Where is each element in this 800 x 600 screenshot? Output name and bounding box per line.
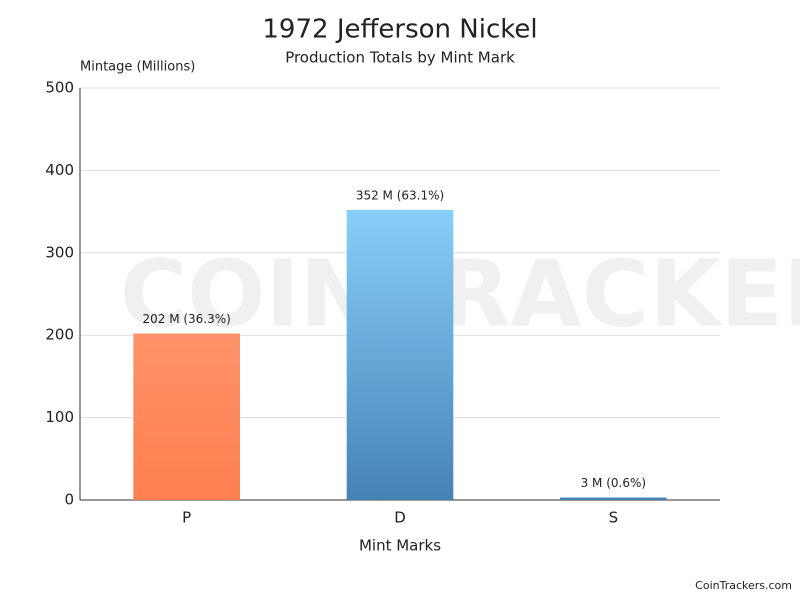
y-tick-label: 400 (45, 161, 74, 179)
value-label: 3 M (0.6%) (581, 476, 646, 490)
y-tick-label: 100 (45, 408, 74, 426)
bar (133, 333, 240, 500)
y-tick-label: 200 (45, 326, 74, 344)
x-tick-label: D (394, 509, 406, 527)
chart-subtitle: Production Totals by Mint Mark (285, 49, 515, 67)
value-label: 352 M (63.1%) (356, 188, 444, 202)
x-tick-label: S (609, 509, 619, 527)
bar (560, 497, 667, 500)
y-axis-label: Mintage (Millions) (80, 60, 195, 75)
y-tick-label: 500 (45, 79, 74, 97)
y-tick-label: 0 (64, 491, 74, 509)
x-tick-label: P (182, 509, 191, 527)
value-label: 202 M (36.3%) (142, 312, 230, 326)
y-tick-label: 300 (45, 243, 74, 261)
credit: CoinTrackers.com (695, 579, 792, 592)
x-axis-label: Mint Marks (359, 537, 441, 555)
bar (346, 209, 454, 500)
watermark: COINTRACKERS (120, 240, 800, 347)
chart-title: 1972 Jefferson Nickel (262, 15, 537, 45)
